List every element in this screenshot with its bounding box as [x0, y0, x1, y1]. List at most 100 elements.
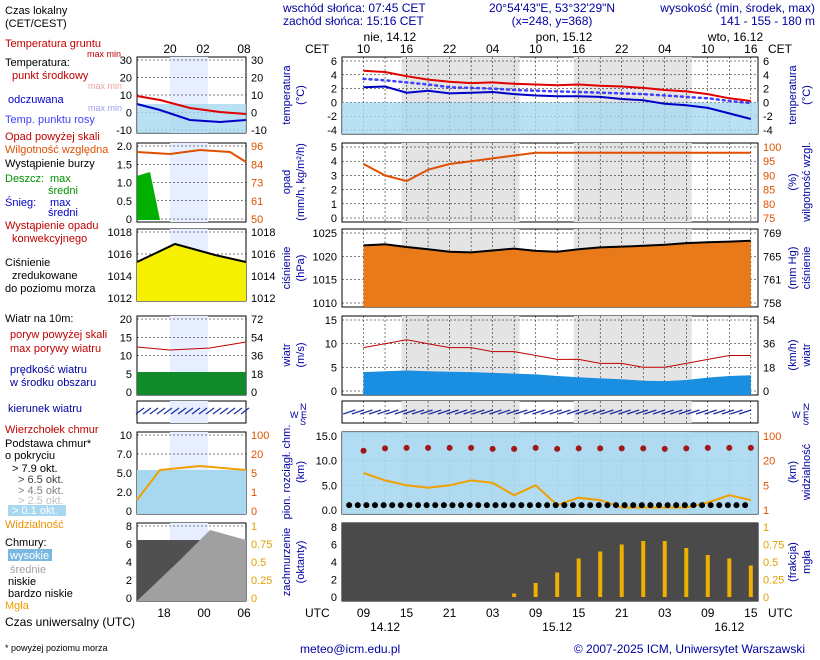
mini-tick-right: 0.75 [251, 539, 272, 551]
pressure-fill [363, 240, 751, 307]
cloud-base-dot [595, 502, 602, 509]
tick-label-left: 0 [331, 213, 337, 225]
tick-label-right: 758 [763, 298, 781, 310]
temp-right-unit: (°C) [801, 85, 813, 105]
cloud-base-dot [363, 502, 370, 509]
mini-dir-arrow [219, 407, 229, 415]
mini-press-fill [137, 244, 246, 301]
tick-label-right: 765 [763, 251, 781, 263]
cloud-base-dot [724, 502, 731, 509]
tick-label-right: 75 [763, 213, 775, 225]
tick-label-left: 5.0 [322, 480, 337, 492]
legend-rain-max: max [50, 173, 71, 185]
hour-label-bottom: 15 [572, 606, 586, 620]
coords-text: 20°54'43"E, 53°32'29"N [489, 1, 615, 15]
plot-layer [135, 69, 758, 601]
hour-label-bottom: 15 [400, 606, 414, 620]
cloud-base-dot [509, 502, 516, 509]
gust-line [363, 339, 751, 368]
wind-dir-arrow [601, 409, 614, 415]
tick-label-left: 4 [331, 70, 337, 82]
wind-dir-arrow [687, 409, 700, 415]
cloud-base-dot [733, 502, 740, 509]
mini-tick-left: 2.0 [117, 141, 132, 153]
mini-hour-top: 20 [163, 42, 177, 56]
mini-dir-arrow [135, 407, 145, 415]
hour-label-top: 16 [572, 42, 586, 56]
mini-tick-left: 5 [126, 369, 132, 381]
dir-left-n: N [300, 402, 307, 412]
footnote: * powyżej poziomu morza [5, 643, 108, 653]
cloud-top-dot [704, 444, 711, 451]
fog-right-unit: (frakcja) [787, 542, 799, 582]
day-label-top: pon, 15.12 [536, 30, 593, 44]
cloud-top-dot [618, 445, 625, 452]
fog-bar [533, 583, 538, 597]
wind-dir-arrow [627, 409, 640, 415]
fog-bar [662, 541, 667, 597]
cloud-base-dot [449, 502, 456, 509]
cloud-top-dot [597, 445, 604, 452]
cloud-top-dot [726, 444, 733, 451]
fog-bar [684, 548, 689, 597]
mini-dir-arrow [233, 407, 243, 415]
mini-tick-left: -10 [116, 125, 132, 137]
mini-tick-left: 1018 [108, 227, 132, 239]
wind-dir-arrow [342, 409, 356, 415]
tick-label-right: 1 [763, 505, 769, 517]
cloud-base-dot [371, 502, 378, 509]
legend-gust-above: poryw powyżej skali [10, 329, 107, 341]
main-backgrounds [341, 56, 759, 602]
hour-label-top: 04 [658, 42, 672, 56]
tick-label-left: 4 [331, 156, 337, 168]
mini-tick-right: 61 [251, 196, 263, 208]
cloud-base-dot [397, 502, 404, 509]
hour-label-bottom: 09 [701, 606, 715, 620]
hour-label-top: 22 [443, 42, 457, 56]
hour-label-bottom: 21 [615, 606, 629, 620]
legend-rain-mid: średni [48, 185, 78, 197]
legend-snow-max: max [50, 197, 71, 209]
mini-tick-right: 1 [251, 487, 257, 499]
mini-dir-arrow [198, 407, 208, 415]
day-label-top: nie, 14.12 [364, 30, 417, 44]
cloud-sky [342, 432, 758, 514]
tick-label-right: 5 [763, 480, 769, 492]
legend-snow-mid: średni [48, 207, 78, 219]
pressure-line [363, 239, 751, 254]
utc-label-left: UTC [305, 606, 330, 620]
legend-okt25: > 2.5 okt. [18, 495, 64, 507]
mini-tick-left: 2 [126, 575, 132, 587]
mini-tick-left: 20 [120, 73, 132, 85]
footer-email[interactable]: meteo@icm.edu.pl [300, 642, 400, 656]
wind-dir-arrow [558, 409, 571, 415]
cloud-base-dot [423, 502, 430, 509]
legend-ground-temp-sub: max min [87, 49, 121, 59]
tick-label-left: 10 [325, 339, 337, 351]
mini-dir-arrow [240, 407, 250, 415]
cloud-top-dot [425, 444, 432, 451]
cloud-base-dot [346, 502, 353, 509]
cloud-top-dot [747, 444, 754, 451]
hour-label-bottom: 21 [443, 606, 457, 620]
mini-tick-right: 1016 [251, 249, 275, 261]
wind-dir-arrow [403, 409, 416, 415]
tick-label-right: -4 [763, 125, 773, 137]
cloud-base-dot [458, 502, 465, 509]
cloud-base-dot [612, 502, 619, 509]
mini-tick-left: 0 [126, 108, 132, 120]
wind-dir-arrow [386, 409, 399, 415]
tick-label-right: 761 [763, 275, 781, 287]
legend-pressure3: do poziomu morza [5, 283, 96, 295]
mini-tick-left: 1016 [108, 249, 132, 261]
wind-dir-arrow [532, 409, 545, 415]
dir-right-s: S [803, 417, 809, 427]
mini-tick-right: 5 [251, 468, 257, 480]
sunset-text: zachód słońca: 15:16 CET [283, 14, 424, 28]
mini-tick-left: 7.0 [117, 449, 132, 461]
tick-label-left: 1 [331, 199, 337, 211]
legend-cloud-top: Wierzchołek chmur [5, 424, 99, 436]
cloud-top-dot [575, 445, 582, 452]
wind-dir-arrow [678, 409, 692, 415]
mini-tick-right: 0.5 [251, 557, 266, 569]
